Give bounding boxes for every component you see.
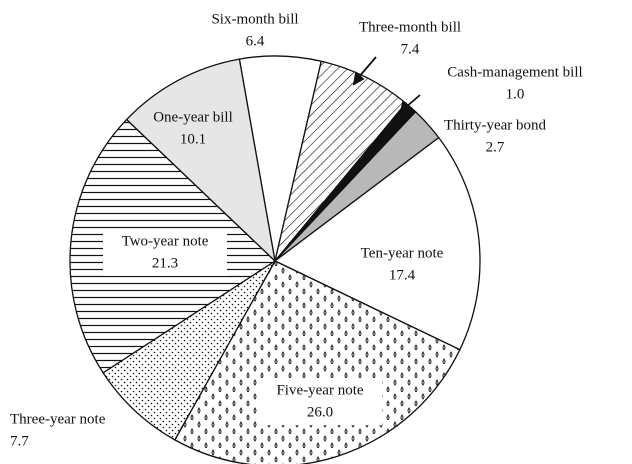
arrow-head (399, 100, 412, 114)
slice-label: Ten-year note (361, 245, 444, 261)
label-background (340, 242, 464, 288)
slice-value-label: 17.4 (389, 267, 416, 283)
slice-label: Thirty-year bond (444, 117, 547, 133)
slice-value-label: 2.7 (486, 139, 505, 155)
arrow-head (352, 71, 365, 86)
slice-label: Cash-management bill (447, 64, 582, 80)
slice-value-label: 21.3 (152, 255, 178, 271)
slice-value-label: 26.0 (307, 404, 333, 420)
slice-label: Five-year note (276, 382, 363, 398)
arrows (352, 56, 421, 114)
labels: Six-month bill 6.4 Three-month bill 7.4 Cash… (10, 11, 583, 449)
slice-value-label: 7.7 (10, 433, 29, 449)
slice-value-label: 6.4 (246, 33, 265, 49)
slice-label: One-year bill (153, 109, 233, 125)
arrow (357, 56, 377, 79)
slice-value-label: 10.1 (180, 131, 206, 147)
slice-label: Three-month bill (359, 19, 461, 35)
slice-label: Two-year note (122, 233, 209, 249)
slice-value-label: 7.4 (401, 41, 420, 57)
slice-label: Six-month bill (211, 11, 298, 27)
pie-slice (125, 58, 276, 263)
pie-slice (102, 260, 276, 441)
pie-slice (173, 260, 461, 464)
arrow (405, 94, 421, 108)
slices (69, 55, 481, 464)
slice-label: Three-year note (10, 411, 106, 427)
slice-value-label: 1.0 (506, 86, 525, 102)
label-background (258, 379, 382, 425)
label-background (103, 230, 227, 276)
